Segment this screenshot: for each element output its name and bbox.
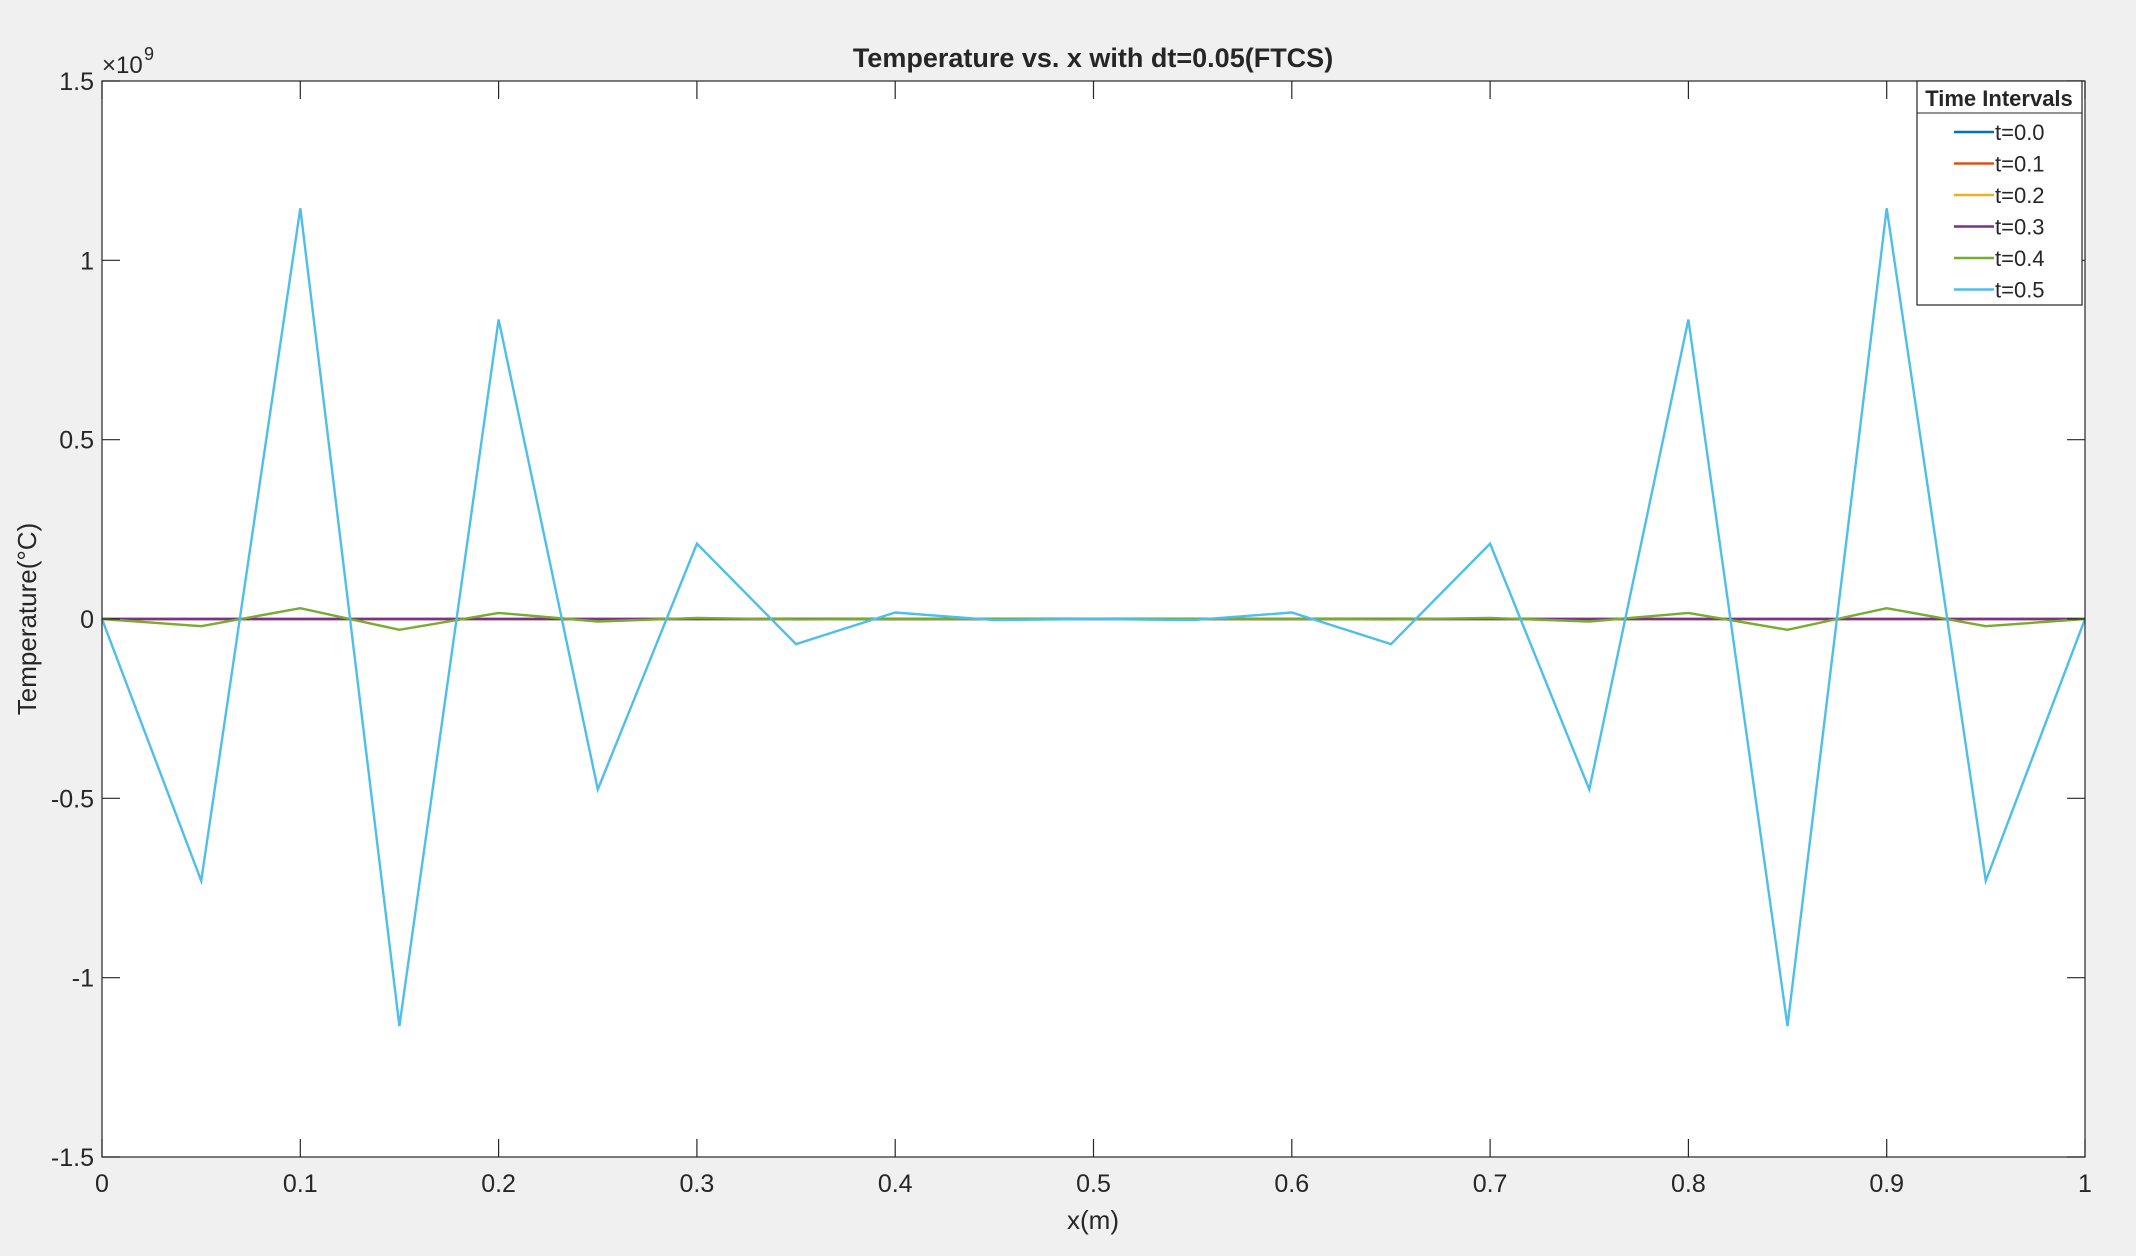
legend-title: Time Intervals: [1925, 86, 2073, 111]
y-tick-label: 1: [80, 247, 94, 275]
y-tick-label: -1.5: [51, 1144, 94, 1172]
x-tick-label: 0.1: [283, 1170, 318, 1198]
ticks-layer: 0 0.1 0.2 0.3 0.4 0.5 0.6 0.7 0.8 0.9 1 1.5 1 0.5 0 -0.…: [51, 68, 2092, 1198]
chart-title: Temperature vs. x with dt=0.05(FTCS): [853, 43, 1333, 73]
x-tick-label: 0.9: [1869, 1170, 1904, 1198]
x-tick-label: 0.2: [481, 1170, 516, 1198]
legend-entry-label: t=0.3: [1995, 215, 2045, 240]
y-tick-label: 0: [80, 606, 94, 634]
series-layer: [100, 208, 2087, 1027]
legend-entry-label: t=0.5: [1995, 278, 2045, 303]
legend-items: t=0.0 t=0.1 t=0.2 t=0.3 t=0.4 t=0.5: [1954, 120, 2045, 303]
x-tick-label: 0.7: [1473, 1170, 1508, 1198]
legend-box: [1916, 80, 2083, 306]
series-line-t=0.5: [100, 208, 2087, 1027]
legend-entry-label: t=0.4: [1995, 246, 2045, 271]
y-tick-label: 0.5: [59, 427, 94, 455]
x-tick-label: 0.8: [1671, 1170, 1706, 1198]
y-tick-label: -0.5: [51, 785, 94, 813]
x-axis-label: x(m): [1067, 1205, 1119, 1235]
legend-entry-label: t=0.1: [1995, 152, 2045, 177]
x-tick-label: 0.5: [1076, 1170, 1111, 1198]
y-tick-label: 1.5: [59, 68, 94, 96]
x-tick-label: 0.4: [878, 1170, 913, 1198]
x-tick-label: 0: [95, 1170, 109, 1198]
x-tick-label: 1: [2078, 1170, 2092, 1198]
legend-entry-label: t=0.0: [1995, 120, 2045, 145]
y-tick-label: -1: [72, 965, 94, 993]
x-tick-label: 0.3: [680, 1170, 715, 1198]
y-axis-label: Temperature(°C): [12, 523, 42, 715]
legend-entry-label: t=0.2: [1995, 183, 2045, 208]
y-exponent-base: ×10: [102, 52, 143, 79]
y-exponent-power: 9: [144, 44, 154, 64]
x-tick-label: 0.6: [1274, 1170, 1309, 1198]
legend: Time Intervals t=0.0 t=0.1 t=0.2 t=0.3 t=0.4…: [1916, 80, 2083, 306]
